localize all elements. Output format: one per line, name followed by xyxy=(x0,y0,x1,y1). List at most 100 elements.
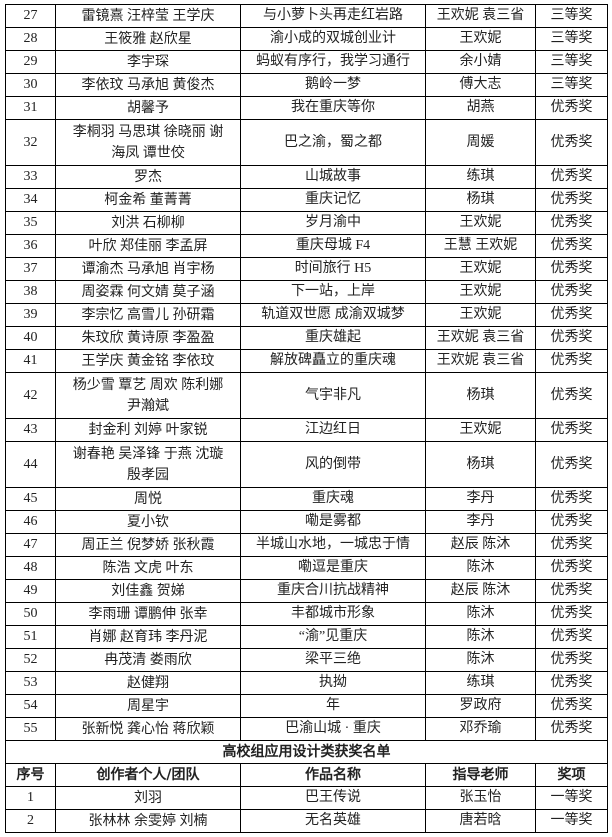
cell-number: 45 xyxy=(5,487,56,511)
cell-number: 52 xyxy=(5,648,56,672)
cell-award: 优秀奖 xyxy=(535,602,608,626)
cell-work: 下一站，上岸 xyxy=(240,280,426,304)
cell-creator: 谢春艳 吴泽锋 于燕 沈璇 殷孝园 xyxy=(55,441,241,488)
table-row: 37 谭渝杰 马承旭 肖宇杨 时间旅行 H5 王欢妮 优秀奖 xyxy=(5,257,608,281)
header-creator: 创作者个人/团队 xyxy=(55,763,241,787)
creator-line: 周正兰 倪梦娇 张秋霞 xyxy=(81,537,215,553)
cell-teacher: 张玉怡 xyxy=(425,786,536,810)
cell-creator: 雷镜熹 汪梓莹 王学庆 xyxy=(55,4,241,28)
cell-work: 解放碑矗立的重庆魂 xyxy=(240,349,426,373)
cell-work: 年 xyxy=(240,694,426,718)
creator-line: 周悦 xyxy=(134,491,162,507)
cell-creator: 肖娜 赵育玮 李丹泥 xyxy=(55,625,241,649)
cell-award: 优秀奖 xyxy=(535,119,608,166)
cell-teacher: 邓乔瑜 xyxy=(425,717,536,741)
cell-work: 巴王传说 xyxy=(240,786,426,810)
creator-line: 刘洪 石柳柳 xyxy=(111,215,185,231)
cell-teacher: 练琪 xyxy=(425,671,536,695)
cell-number: 42 xyxy=(5,372,56,419)
cell-work: 重庆雄起 xyxy=(240,326,426,350)
table-row: 41 王学庆 黄金铭 李依玟 解放碑矗立的重庆魂 王欢妮 袁三省 优秀奖 xyxy=(5,349,608,373)
cell-work: 轨道双世愿 成渝双城梦 xyxy=(240,303,426,327)
cell-teacher: 罗政府 xyxy=(425,694,536,718)
creator-line: 赵健翔 xyxy=(127,675,169,691)
table-row: 29 李宇琛 蚂蚁有序行，我学习通行 余小婧 三等奖 xyxy=(5,50,608,74)
table-row: 54 周星宇 年罗政府 优秀奖 xyxy=(5,694,608,718)
cell-number: 2 xyxy=(5,809,56,833)
cell-creator: 胡馨予 xyxy=(55,96,241,120)
cell-teacher: 李丹 xyxy=(425,487,536,511)
table-row: 43 封金利 刘婷 叶家锐 江边红日 王欢妮 优秀奖 xyxy=(5,418,608,442)
table-row: 52 冉茂清 娄雨欣 梁平三绝 陈沐 优秀奖 xyxy=(5,648,608,672)
creator-line: 刘羽 xyxy=(134,790,162,806)
creator-line: 殷孝园 xyxy=(127,467,169,483)
creator-line: 李雨珊 谭鹏伸 张幸 xyxy=(88,606,208,622)
cell-creator: 陈浩 文虎 叶东 xyxy=(55,556,241,580)
cell-teacher: 王欢妮 xyxy=(425,27,536,51)
cell-creator: 李雨珊 谭鹏伸 张幸 xyxy=(55,602,241,626)
cell-work: 蚂蚁有序行，我学习通行 xyxy=(240,50,426,74)
cell-creator: 刘佳鑫 贺娣 xyxy=(55,579,241,603)
cell-teacher: 王欢妮 袁三省 xyxy=(425,326,536,350)
table-row: 49 刘佳鑫 贺娣 重庆合川抗战精神 赵辰 陈沐 优秀奖 xyxy=(5,579,608,603)
cell-creator: 张新悦 龚心怡 蒋欣颖 xyxy=(55,717,241,741)
cell-creator: 张林林 余雯婷 刘楠 xyxy=(55,809,241,833)
table-row: 44 谢春艳 吴泽锋 于燕 沈璇 殷孝园 风的倒带 杨琪 优秀奖 xyxy=(5,441,608,488)
table-row: 1 刘羽 巴王传说 张玉怡 一等奖 xyxy=(5,786,608,810)
cell-award: 优秀奖 xyxy=(535,648,608,672)
header-work: 作品名称 xyxy=(240,763,426,787)
cell-award: 优秀奖 xyxy=(535,717,608,741)
cell-work: 重庆合川抗战精神 xyxy=(240,579,426,603)
creator-line: 李桐羽 马思琪 徐晓丽 谢 xyxy=(72,124,224,140)
cell-award: 优秀奖 xyxy=(535,372,608,419)
cell-work: 执拗 xyxy=(240,671,426,695)
cell-award: 三等奖 xyxy=(535,4,608,28)
cell-creator: 王学庆 黄金铭 李依玟 xyxy=(55,349,241,373)
header-award: 奖项 xyxy=(535,763,608,787)
cell-teacher: 王欢妮 xyxy=(425,418,536,442)
cell-work: 重庆母城 F4 xyxy=(240,234,426,258)
creator-line: 肖娜 赵育玮 李丹泥 xyxy=(88,629,208,645)
table-row: 50 李雨珊 谭鹏伸 张幸 丰都城市形象 陈沐 优秀奖 xyxy=(5,602,608,626)
cell-teacher: 胡燕 xyxy=(425,96,536,120)
creator-line: 叶欣 郑佳丽 李孟屏 xyxy=(88,238,208,254)
cell-teacher: 傅大志 xyxy=(425,73,536,97)
table-row: 47 周正兰 倪梦娇 张秋霞 半城山水地，一城忠于情 赵辰 陈沐 优秀奖 xyxy=(5,533,608,557)
cell-award: 优秀奖 xyxy=(535,349,608,373)
cell-award: 三等奖 xyxy=(535,27,608,51)
cell-number: 51 xyxy=(5,625,56,649)
cell-teacher: 王慧 王欢妮 xyxy=(425,234,536,258)
cell-work: 山城故事 xyxy=(240,165,426,189)
header-row: 序号 创作者个人/团队 作品名称 指导老师 奖项 xyxy=(5,763,608,787)
cell-award: 优秀奖 xyxy=(535,96,608,120)
cell-creator: 李依玟 马承旭 黄俊杰 xyxy=(55,73,241,97)
table-row: 35 刘洪 石柳柳 岁月渝中 王欢妮 优秀奖 xyxy=(5,211,608,235)
creator-line: 杨少雪 覃艺 周欢 陈利娜 xyxy=(72,377,224,393)
cell-number: 41 xyxy=(5,349,56,373)
section-title: 高校组应用设计类获奖名单 xyxy=(5,740,608,764)
table-row: 46 夏小钦 嘞是雾都 李丹 优秀奖 xyxy=(5,510,608,534)
cell-award: 优秀奖 xyxy=(535,579,608,603)
creator-line: 封金利 刘婷 叶家锐 xyxy=(88,422,208,438)
cell-work: 嘞逗是重庆 xyxy=(240,556,426,580)
cell-teacher: 赵辰 陈沐 xyxy=(425,533,536,557)
cell-number: 40 xyxy=(5,326,56,350)
creator-line: 周星宇 xyxy=(127,698,169,714)
creator-line: 海凤 谭世佼 xyxy=(111,145,185,161)
creator-line: 李宇琛 xyxy=(127,54,169,70)
cell-work: 巴渝山城 · 重庆 xyxy=(240,717,426,741)
cell-teacher: 王欢妮 袁三省 xyxy=(425,349,536,373)
cell-award: 优秀奖 xyxy=(535,556,608,580)
cell-award: 优秀奖 xyxy=(535,694,608,718)
cell-creator: 周星宇 xyxy=(55,694,241,718)
awards-table: 27 雷镜熹 汪梓莹 王学庆 与小萝卜头再走红岩路 王欢妮 袁三省 三等奖 28 王筱雅 赵… xyxy=(5,4,608,833)
table-row: 51 肖娜 赵育玮 李丹泥 “渝”见重庆 陈沐 优秀奖 xyxy=(5,625,608,649)
cell-creator: 罗杰 xyxy=(55,165,241,189)
creator-line: 夏小钦 xyxy=(127,514,169,530)
header-teacher: 指导老师 xyxy=(425,763,536,787)
cell-work: 重庆记忆 xyxy=(240,188,426,212)
cell-teacher: 赵辰 陈沐 xyxy=(425,579,536,603)
cell-number: 30 xyxy=(5,73,56,97)
cell-creator: 朱玟欣 黄诗原 李盈盈 xyxy=(55,326,241,350)
cell-number: 36 xyxy=(5,234,56,258)
